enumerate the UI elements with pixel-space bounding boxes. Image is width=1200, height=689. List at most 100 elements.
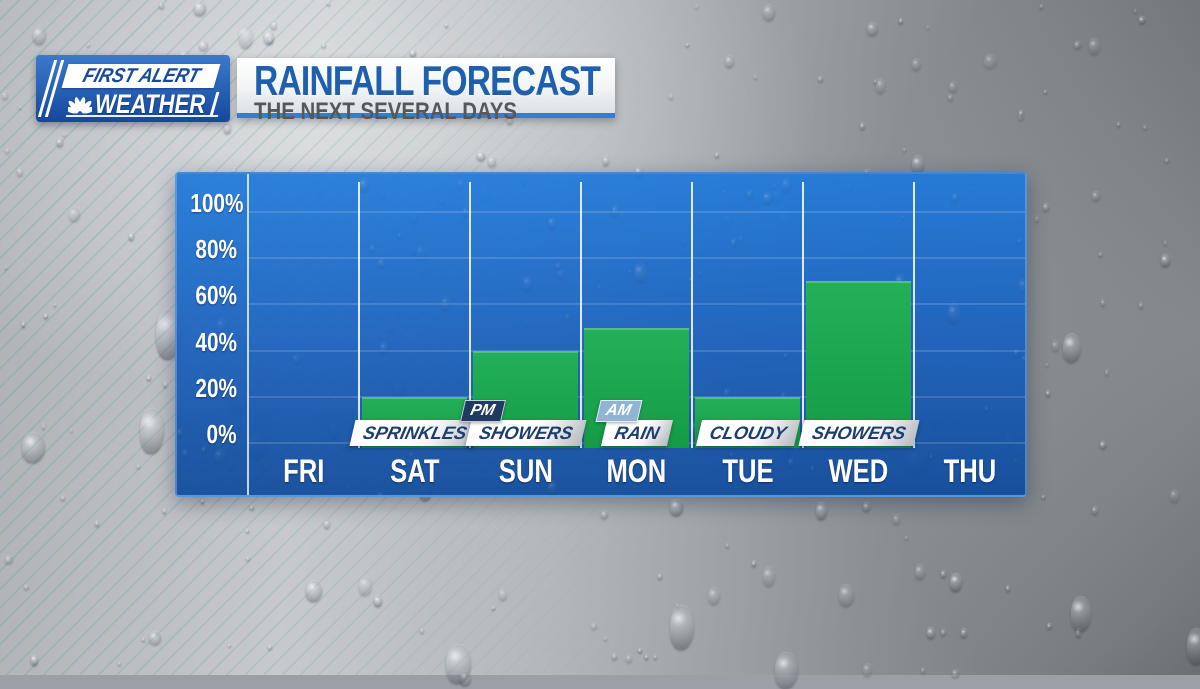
droplet (686, 44, 689, 48)
droplet (1104, 369, 1109, 376)
droplet (162, 509, 166, 514)
droplet (912, 155, 925, 174)
droplet (419, 627, 424, 635)
droplet (899, 18, 904, 24)
droplet (1187, 628, 1200, 665)
droplet (670, 499, 683, 516)
droplet (1165, 158, 1169, 163)
droplet (359, 178, 369, 192)
weather-wordmark-row: WEATHER (68, 91, 230, 118)
droplet (557, 270, 565, 279)
column-separator (580, 182, 582, 448)
droplet (903, 148, 906, 153)
droplet (1138, 16, 1145, 25)
droplet (136, 465, 141, 470)
column-separator (691, 182, 693, 448)
pm-badge: PM (459, 400, 506, 422)
droplet (629, 270, 632, 274)
condition-label-group: PM SHOWERS (459, 400, 587, 446)
droplet (24, 584, 29, 590)
droplet (773, 185, 776, 189)
droplet (182, 449, 190, 458)
droplet (753, 75, 758, 80)
rainfall-forecast-chart: 100% 80% 60% 40% 20% 0% FRI SPRINKLES SAT PM SHOWE… (175, 172, 1027, 497)
droplet (359, 576, 372, 596)
condition-band: SPRINKLES (348, 420, 481, 446)
droplet (305, 581, 322, 602)
droplet (239, 26, 254, 50)
droplet (839, 584, 854, 608)
droplet (748, 190, 752, 195)
droplet (22, 322, 26, 328)
droplet (893, 515, 901, 526)
droplet (926, 26, 930, 31)
condition-band: SHOWERS (464, 420, 587, 446)
droplet (376, 492, 384, 495)
droplet (141, 638, 146, 642)
droplet (708, 587, 721, 605)
y-axis-tick: 20% (195, 372, 237, 403)
droplet (18, 105, 22, 110)
droplet (159, 2, 165, 10)
droplet (224, 124, 231, 134)
droplet (60, 496, 65, 502)
condition-label-group: AM RAIN (581, 400, 692, 446)
droplet (591, 622, 597, 631)
droplet (1091, 507, 1099, 516)
droplet (1040, 5, 1043, 10)
y-axis-tick: 60% (195, 280, 237, 311)
droplet (873, 79, 877, 84)
droplet (602, 156, 610, 166)
droplet (1005, 586, 1010, 593)
droplet (53, 304, 57, 308)
first-alert-label: FIRST ALERT (79, 64, 203, 87)
day-label: TUE (721, 453, 774, 489)
droplet (323, 520, 331, 530)
weather-label: WEATHER (95, 89, 206, 119)
day-label: WED (828, 453, 889, 489)
droplet (1017, 113, 1025, 122)
droplet (725, 544, 730, 548)
droplet (498, 588, 507, 601)
droplet (292, 355, 300, 364)
y-axis-tick: 40% (195, 326, 237, 357)
droplet (271, 21, 278, 31)
droplet (762, 567, 776, 587)
droplet (1143, 125, 1148, 131)
droplet (927, 628, 936, 639)
droplet (948, 95, 953, 102)
droplet (44, 314, 48, 319)
droplet (149, 632, 161, 646)
droplet (914, 564, 925, 580)
chart-title-banner: RAINFALL FORECAST THE NEXT SEVERAL DAYS (237, 58, 615, 124)
droplet (87, 44, 90, 48)
condition-label-group: SHOWERS (797, 420, 920, 446)
y-axis-tick: 100% (190, 188, 244, 218)
condition-band: SHOWERS (797, 420, 920, 446)
droplet (477, 152, 486, 161)
droplet (94, 520, 100, 527)
condition-band: RAIN (600, 420, 673, 446)
droplet (228, 644, 231, 648)
droplet (522, 277, 533, 292)
droplet (817, 76, 823, 83)
droplet (346, 486, 350, 490)
droplet (1044, 90, 1048, 95)
nbc-peacock-icon (68, 97, 92, 114)
droplet (69, 428, 73, 433)
droplet (961, 629, 968, 639)
y-axis-line (247, 174, 249, 495)
droplet (556, 263, 561, 270)
droplet (952, 669, 959, 679)
droplet (905, 537, 909, 541)
droplet (547, 218, 557, 230)
droplet (1089, 38, 1100, 55)
droplet (951, 193, 958, 202)
day-label: SAT (389, 453, 440, 489)
droplet (200, 499, 205, 504)
droplet (379, 342, 389, 355)
droplet (600, 510, 608, 519)
droplet (17, 167, 24, 177)
droplet (604, 636, 608, 641)
droplet (867, 22, 879, 36)
